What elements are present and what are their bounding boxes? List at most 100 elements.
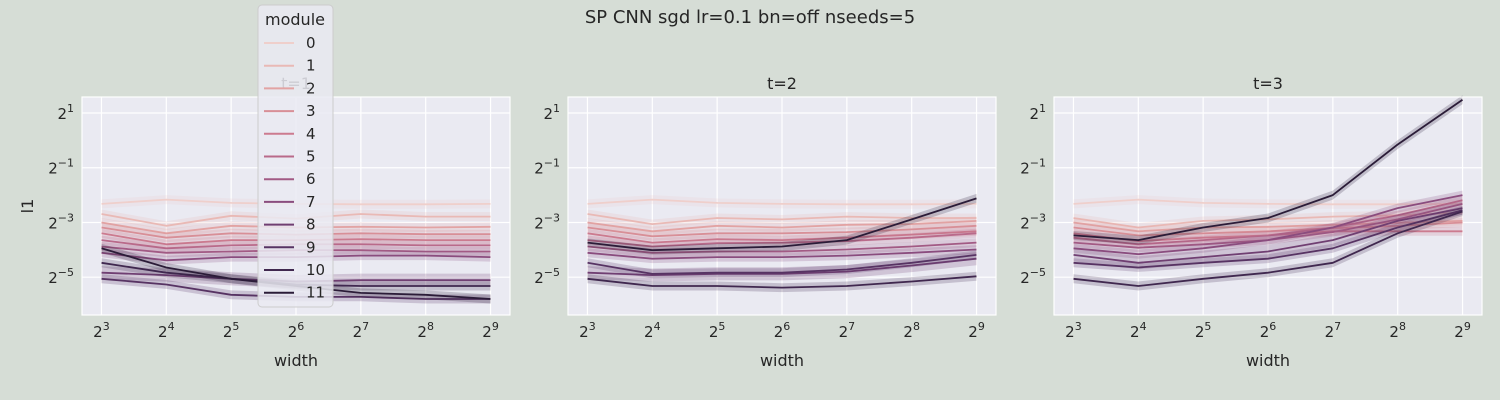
y-axis-label: l1 [18,199,37,214]
x-tick-label: 26 [1260,320,1277,341]
x-axis-label: width [760,351,804,370]
series-5-line [587,232,977,248]
x-tick-label: 25 [223,320,240,341]
x-tick-label: 28 [417,320,434,341]
legend-label: 7 [306,193,316,211]
series-2-line [587,220,977,233]
series-1-line [587,213,977,225]
x-tick-label: 26 [774,320,791,341]
y-tick-label: 2−1 [1020,157,1046,178]
series-8-line [587,257,977,276]
legend-entry: 9 [264,238,316,256]
x-tick-label: 29 [482,320,499,341]
x-tick-label: 29 [968,320,985,341]
subplot-title: t=3 [1253,74,1283,93]
y-tick-label: 21 [543,102,560,123]
series-10-line [1073,210,1463,287]
y-tick-label: 2−5 [534,266,560,287]
y-tick-label: 2−1 [48,157,74,178]
series-0-line [1073,198,1463,206]
y-tick-label: 2−3 [534,211,560,232]
subplot-3: 23 24 25 26 27 28 29 21 2−1 2−3 2−5 t=3 width [1020,74,1483,370]
series-9-line [1073,209,1463,269]
x-tick-label: 28 [1389,320,1406,341]
legend-label: 11 [306,284,325,302]
legend-label: 1 [306,57,316,75]
series-10-ci-band [101,258,491,291]
series-10-line [587,275,977,289]
plot-frame [1053,96,1483,316]
x-tick-label: 25 [709,320,726,341]
legend-label: 4 [306,125,316,143]
legend-entry: 3 [264,102,316,120]
x-tick-label: 26 [288,320,305,341]
x-tick-label: 25 [1195,320,1212,341]
legend-entry: 0 [264,34,316,52]
y-tick-label: 2−3 [48,211,74,232]
y-tick-label: 2−5 [1020,266,1046,287]
series-11-ci-band [101,243,491,304]
y-tick-label: 2−5 [48,266,74,287]
series-8-line [1073,207,1463,264]
series-0-ci-band [1073,195,1463,209]
series-7-line [587,248,977,260]
series-6-line [587,241,977,254]
series-8-ci-band [1073,201,1463,270]
legend-label: 2 [306,79,316,97]
series-2-line [1073,220,1463,233]
subplot-2: 23 24 25 26 27 28 29 21 2−1 2−3 2−5 t=2 width [534,74,997,370]
x-tick-label: 27 [839,320,856,341]
x-tick-label: 27 [1325,320,1342,341]
legend-entry: 1 [264,57,316,75]
x-tick-label: 23 [579,320,596,341]
series-7-line [1073,194,1463,256]
series-6-ci-band [1073,199,1463,253]
legend-frame [257,4,334,308]
legend-label: 3 [306,102,316,120]
legend-title: module [265,10,325,29]
legend-entry: 2 [264,79,316,97]
legend-entry: 7 [264,193,316,211]
legend-entry: 10 [264,261,325,279]
legend-entry: 4 [264,125,316,143]
x-tick-label: 28 [903,320,920,341]
legend-entry: 6 [264,170,316,188]
x-tick-label: 27 [353,320,370,341]
x-axis-label: width [274,351,318,370]
series-11-line [1073,98,1464,241]
legend-label: 10 [306,261,325,279]
series-9-line [587,254,977,275]
series-9-ci-band [101,274,491,304]
plot-frame [567,96,997,316]
x-tick-label: 23 [1065,320,1082,341]
x-tick-label: 29 [1454,320,1471,341]
series-3-ci-band [587,221,977,241]
legend-label: 9 [306,238,316,256]
legend-label: 0 [306,34,316,52]
y-tick-label: 2−1 [534,157,560,178]
x-tick-label: 24 [644,320,661,341]
y-tick-label: 2−3 [1020,211,1046,232]
series-11-line [587,197,977,252]
y-tick-label: 21 [57,102,74,123]
series-4-ci-band [587,226,977,248]
x-tick-label: 24 [1130,320,1147,341]
series-9-ci-band [587,250,977,279]
legend-label: 8 [306,216,316,234]
x-tick-label: 23 [93,320,110,341]
legend-label: 5 [306,148,316,166]
series-2-ci-band [587,216,977,236]
series-10-ci-band [587,271,977,293]
series-5-line [1073,199,1463,246]
series-3-line [587,224,977,238]
legend-entry: 8 [264,216,316,234]
series-11-ci-band [1073,95,1463,245]
y-tick-label: 21 [1029,102,1046,123]
series-0-line [587,198,977,206]
subplot-title: t=2 [767,74,797,93]
series-0-ci-band [587,195,977,209]
series-4-line [587,230,977,244]
legend-label: 6 [306,170,316,188]
x-axis-label: width [1246,351,1290,370]
